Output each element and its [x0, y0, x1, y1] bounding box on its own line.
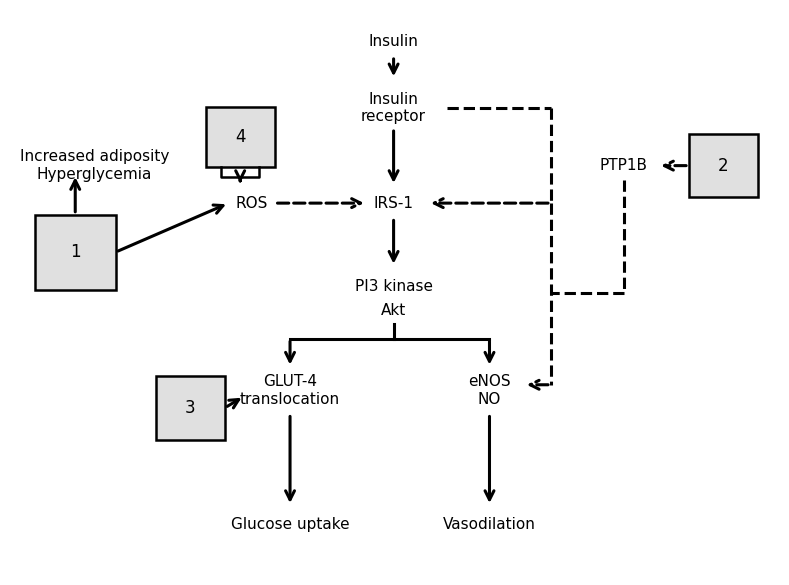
Text: eNOS
NO: eNOS NO [468, 374, 510, 407]
Text: Insulin
receptor: Insulin receptor [361, 92, 426, 124]
FancyBboxPatch shape [206, 106, 275, 167]
Text: ROS: ROS [235, 195, 268, 211]
FancyBboxPatch shape [35, 215, 115, 290]
Text: Akt: Akt [381, 304, 406, 318]
Text: PTP1B: PTP1B [600, 158, 648, 173]
Text: Vasodilation: Vasodilation [443, 517, 536, 532]
Text: IRS-1: IRS-1 [374, 195, 413, 211]
Text: PI3 kinase: PI3 kinase [354, 279, 432, 294]
Text: 3: 3 [185, 399, 196, 417]
Text: 2: 2 [718, 157, 729, 175]
Text: GLUT-4
translocation: GLUT-4 translocation [240, 374, 340, 407]
Text: Insulin: Insulin [368, 34, 418, 49]
Text: Increased adiposity
Hyperglycemia: Increased adiposity Hyperglycemia [20, 149, 169, 182]
Text: 1: 1 [70, 243, 80, 261]
Text: Glucose uptake: Glucose uptake [230, 517, 350, 532]
FancyBboxPatch shape [689, 134, 758, 197]
Text: 4: 4 [235, 128, 245, 146]
FancyBboxPatch shape [155, 376, 225, 439]
